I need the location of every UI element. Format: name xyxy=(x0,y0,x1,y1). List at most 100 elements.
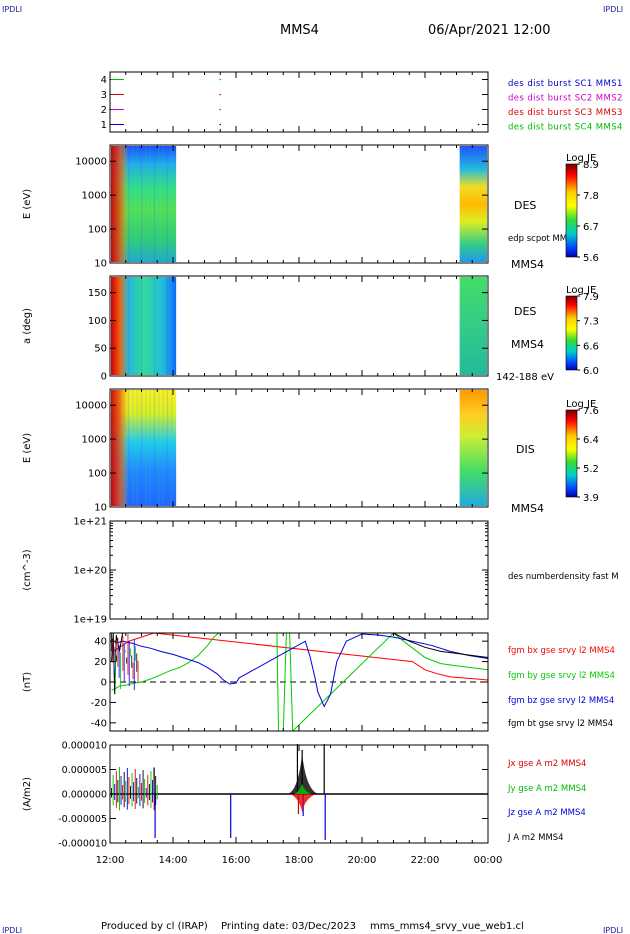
series-label: des numberdensity fast M xyxy=(508,572,619,582)
corner-label-tl: IPDLI xyxy=(2,5,22,14)
colorbar-tick-label: 8.9 xyxy=(583,160,599,171)
spectrogram-streak xyxy=(158,146,160,262)
spectrogram-streak xyxy=(149,277,151,375)
panel-spacecraft-label: MMS4 xyxy=(511,502,544,515)
spectrogram-streak xyxy=(170,277,173,375)
colorbar-tick-label: 6.4 xyxy=(583,435,599,446)
y-tick-label: 1000 xyxy=(82,435,107,446)
spectrogram-streak xyxy=(119,390,121,506)
spectrogram-block xyxy=(459,390,487,506)
spectrogram-streak xyxy=(170,390,173,506)
spectrogram-streak xyxy=(158,390,160,506)
spectrogram-streak xyxy=(153,390,156,506)
spectrogram-block xyxy=(459,146,487,262)
panel-spacecraft-label: MMS4 xyxy=(511,338,544,351)
y-axis-label: (nT) xyxy=(22,672,33,692)
y-tick-label: 0.000010 xyxy=(62,741,107,752)
colorbar-tick-label: 6.6 xyxy=(583,341,599,352)
panel-species-label: DIS xyxy=(516,443,535,456)
y-axis-label: E (eV) xyxy=(22,433,33,463)
y-tick-label: 0 xyxy=(101,678,107,689)
colorbar-tick-label: 5.2 xyxy=(583,464,599,475)
y-tick-label: 10 xyxy=(94,503,107,514)
burst-dot xyxy=(219,78,222,81)
spectrogram-streak xyxy=(123,277,126,375)
y-tick-label: 100 xyxy=(88,225,107,236)
fgm-series-line xyxy=(111,633,488,708)
panel-overlay-label: edp scpot MMS4 xyxy=(508,234,578,244)
footer-file: mms_mms4_srvy_vue_web1.cl xyxy=(370,921,524,932)
spectrogram-streak xyxy=(119,146,121,262)
spectrogram-streak xyxy=(132,277,134,375)
spectrogram-streak xyxy=(166,277,169,375)
time-axis: 12:00 14:00 16:00 18:00 20:00 22:00 00:00 xyxy=(96,855,503,866)
spectrogram-hot-region xyxy=(111,146,129,262)
y-tick-label: 3 xyxy=(101,90,107,101)
panel-frame xyxy=(109,71,489,133)
time-tick-label: 20:00 xyxy=(348,855,377,866)
fgm-legend-entry: fgm bx gse srvy l2 MMS4 xyxy=(508,646,615,656)
time-tick-label: 16:00 xyxy=(222,855,251,866)
panel-species-label: DES xyxy=(514,305,536,318)
spectrogram-streak xyxy=(162,277,164,375)
spectrogram-hot-region xyxy=(111,277,129,375)
fgm-series-line xyxy=(111,633,488,695)
y-tick-label: 1e+21 xyxy=(73,517,107,528)
current-legend-entry: J A m2 MMS4 xyxy=(507,833,564,843)
fgm-legend-entry: fgm bz gse srvy l2 MMS4 xyxy=(508,696,614,706)
time-tick-label: 22:00 xyxy=(411,855,440,866)
fgm-legend-entry: fgm bt gse srvy l2 MMS4 xyxy=(508,719,613,729)
current-legend-entry: Jx gse A m2 MMS4 xyxy=(507,759,586,769)
y-tick-label: -20 xyxy=(91,698,107,709)
spectrogram-streak xyxy=(153,277,156,375)
figure-title: MMS4 xyxy=(280,23,319,38)
y-axis-label: a (deg) xyxy=(22,308,33,344)
y-axis-label: E (eV) xyxy=(22,189,33,219)
spectrogram-streak xyxy=(162,146,164,262)
burst-dot xyxy=(219,108,222,111)
spectrogram-streak xyxy=(140,146,143,262)
y-tick-label: 100 xyxy=(88,469,107,480)
spectrogram-streak xyxy=(123,390,126,506)
colorbar xyxy=(565,295,578,371)
time-tick-label: 00:00 xyxy=(474,855,503,866)
spectrogram-streak xyxy=(132,146,134,262)
current-legend-entry: Jz gse A m2 MMS4 xyxy=(507,808,586,818)
fgm-legend-entry: fgm by gse srvy l2 MMS4 xyxy=(508,671,615,681)
current-panel: -0.000010 -0.000005 0.000000 0.000005 0.0000… xyxy=(22,741,586,850)
y-tick-label: 0.000005 xyxy=(62,765,107,776)
spectrogram-streak xyxy=(140,390,143,506)
colorbar-title: Log JE xyxy=(566,285,596,296)
spectrogram-streak xyxy=(162,390,164,506)
colorbar-tick-label: 5.6 xyxy=(583,253,599,264)
y-tick-label: 100 xyxy=(88,316,107,327)
y-tick-label: 10 xyxy=(94,259,107,270)
panel-species-label: DES xyxy=(514,199,536,212)
colorbar-tick-label: 7.9 xyxy=(583,292,599,303)
colorbar-title: Log JE xyxy=(566,399,596,410)
colorbar-tick-label: 3.9 xyxy=(583,493,599,504)
y-tick-label: 10000 xyxy=(75,157,107,168)
y-tick-label: -0.000005 xyxy=(58,814,107,825)
burst-legend-entry: des dist burst SC1 MMS1 xyxy=(508,79,623,89)
spectrogram-streak xyxy=(115,146,117,262)
spectrogram-streak xyxy=(153,146,156,262)
panel-energy-range: 142-188 eV xyxy=(496,372,554,383)
spectrogram-streak xyxy=(127,277,130,375)
spectrogram-streak xyxy=(145,146,147,262)
y-tick-label: 150 xyxy=(88,288,107,299)
spectrogram-streak xyxy=(166,390,169,506)
burst-dot xyxy=(219,123,222,126)
y-tick-label: 4 xyxy=(101,75,107,86)
colorbar-tick-label: 7.6 xyxy=(583,406,599,417)
y-tick-label: 1e+20 xyxy=(73,566,107,577)
y-tick-label: 10000 xyxy=(75,401,107,412)
panel-spacecraft-label: MMS4 xyxy=(511,258,544,271)
colorbar-tick-label: 7.8 xyxy=(583,191,599,202)
spectrogram-streak xyxy=(145,390,147,506)
current-envelope xyxy=(288,754,319,794)
y-tick-label: 2 xyxy=(101,105,107,116)
y-tick-label: -40 xyxy=(91,718,107,729)
